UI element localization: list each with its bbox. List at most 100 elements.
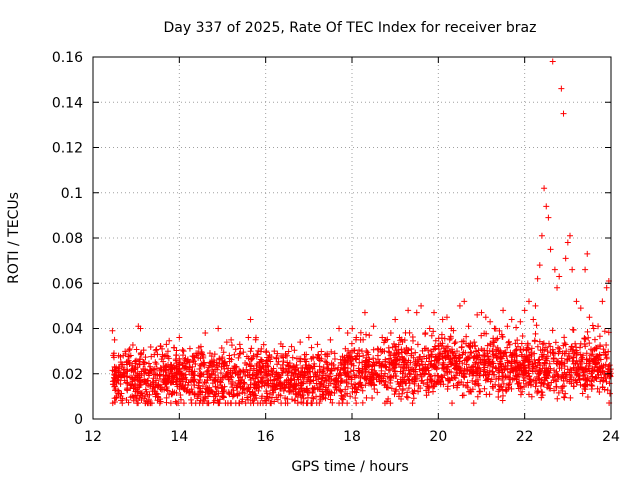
roti-point-peak bbox=[349, 348, 355, 355]
roti-point bbox=[409, 334, 416, 341]
roti-point bbox=[404, 389, 411, 396]
roti-point bbox=[112, 394, 119, 401]
roti-point bbox=[454, 380, 461, 387]
roti-point bbox=[220, 394, 227, 401]
roti-point-peak bbox=[150, 375, 157, 382]
roti-point bbox=[373, 376, 380, 383]
roti-point bbox=[197, 362, 204, 369]
roti-point bbox=[310, 395, 317, 402]
roti-point bbox=[124, 385, 131, 392]
roti-point bbox=[227, 400, 234, 407]
roti-point bbox=[350, 367, 357, 374]
roti-point bbox=[516, 363, 523, 370]
roti-point bbox=[296, 388, 303, 395]
roti-point bbox=[348, 340, 355, 347]
roti-point bbox=[123, 397, 130, 404]
roti-point bbox=[480, 352, 487, 359]
roti-point bbox=[463, 340, 470, 347]
roti-point bbox=[123, 373, 130, 380]
roti-point bbox=[124, 368, 131, 375]
roti-point-peak bbox=[215, 325, 222, 332]
roti-point-peak bbox=[202, 330, 209, 337]
roti-point bbox=[444, 386, 451, 393]
roti-point bbox=[155, 381, 162, 388]
roti-point bbox=[600, 362, 607, 369]
roti-point bbox=[344, 383, 351, 390]
roti-point bbox=[600, 377, 607, 384]
roti-point bbox=[343, 378, 350, 385]
roti-point bbox=[481, 360, 488, 367]
roti-point-peak bbox=[336, 325, 343, 332]
roti-point-peak bbox=[525, 298, 532, 305]
roti-point bbox=[499, 333, 506, 340]
roti-point bbox=[497, 383, 504, 390]
roti-point bbox=[346, 374, 353, 381]
roti-point bbox=[404, 394, 411, 401]
roti-point bbox=[398, 395, 405, 402]
roti-point bbox=[111, 372, 118, 379]
roti-point bbox=[327, 396, 334, 403]
roti-point bbox=[167, 400, 174, 407]
roti-point bbox=[559, 371, 566, 378]
roti-point-peak bbox=[262, 366, 269, 373]
roti-point-peak bbox=[167, 361, 174, 368]
roti-point bbox=[540, 340, 547, 347]
x-tick-label: 24 bbox=[602, 429, 620, 445]
roti-point bbox=[203, 379, 210, 386]
roti-point bbox=[417, 371, 424, 378]
roti-point-peak bbox=[554, 284, 561, 291]
roti-point bbox=[190, 377, 197, 384]
roti-point bbox=[205, 364, 212, 371]
roti-point bbox=[532, 330, 539, 337]
roti-point bbox=[587, 352, 594, 359]
roti-point bbox=[554, 376, 561, 383]
roti-point bbox=[284, 372, 291, 379]
roti-point bbox=[444, 369, 451, 376]
roti-point bbox=[342, 369, 349, 376]
roti-point bbox=[383, 398, 390, 405]
roti-point-peak bbox=[374, 352, 381, 359]
roti-point-peak bbox=[141, 359, 148, 366]
roti-point bbox=[495, 394, 502, 401]
roti-point bbox=[164, 348, 171, 355]
roti-point bbox=[257, 368, 264, 375]
roti-point bbox=[513, 324, 520, 331]
roti-point-peak bbox=[219, 384, 226, 391]
x-axis-label: GPS time / hours bbox=[291, 459, 408, 475]
roti-point bbox=[117, 380, 124, 387]
roti-point bbox=[387, 379, 394, 386]
roti-point bbox=[525, 359, 532, 366]
roti-point bbox=[302, 356, 309, 363]
roti-point bbox=[136, 361, 143, 368]
roti-point bbox=[607, 373, 614, 380]
roti-point bbox=[271, 398, 278, 405]
roti-point bbox=[357, 329, 364, 336]
roti-point-peak bbox=[387, 330, 394, 337]
roti-point bbox=[512, 347, 519, 354]
roti-point bbox=[490, 385, 497, 392]
roti-point bbox=[593, 375, 600, 382]
roti-point bbox=[580, 369, 587, 376]
x-tick-label: 22 bbox=[516, 429, 534, 445]
roti-point bbox=[324, 361, 331, 368]
roti-point bbox=[484, 362, 491, 369]
roti-point bbox=[319, 391, 326, 398]
roti-point-peak bbox=[184, 382, 191, 389]
roti-point bbox=[237, 384, 244, 391]
roti-point bbox=[316, 400, 323, 407]
roti-point bbox=[603, 378, 610, 385]
roti-point bbox=[459, 392, 466, 399]
roti-point bbox=[414, 360, 421, 367]
roti-point bbox=[590, 377, 597, 384]
roti-point bbox=[521, 384, 528, 391]
roti-point-peak bbox=[564, 239, 571, 246]
roti-point bbox=[445, 377, 452, 384]
roti-point bbox=[226, 352, 233, 359]
roti-point bbox=[583, 356, 590, 363]
roti-point bbox=[170, 344, 177, 351]
roti-point bbox=[552, 339, 559, 346]
roti-point bbox=[152, 347, 159, 354]
roti-point bbox=[110, 350, 117, 357]
roti-point bbox=[277, 340, 284, 347]
roti-point bbox=[252, 334, 259, 341]
